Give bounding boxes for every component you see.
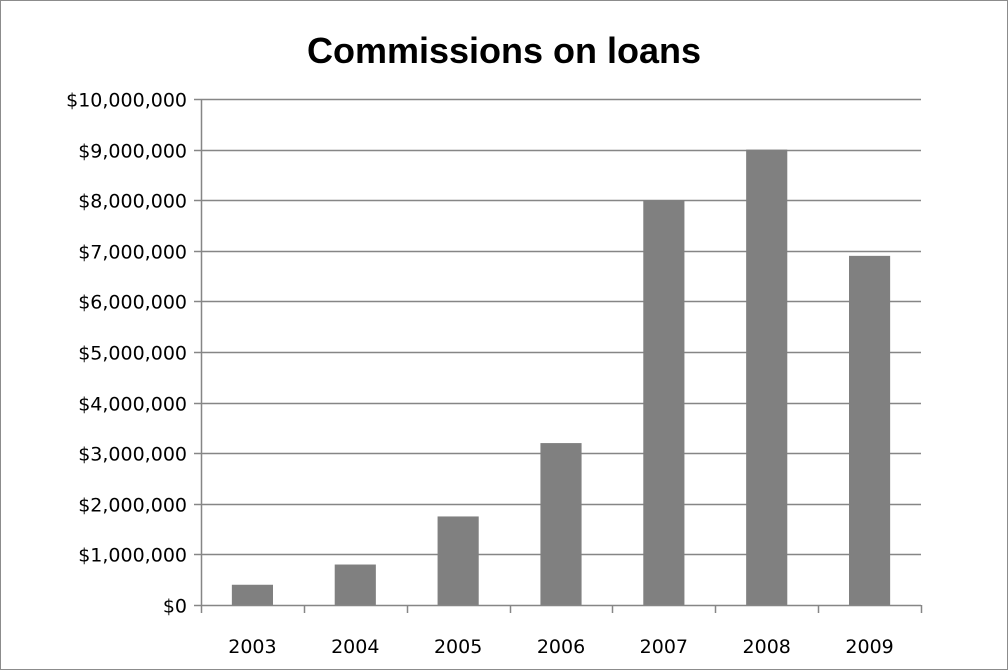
y-tick-label: $3,000,000 [78, 444, 187, 466]
bar-2009 [849, 255, 891, 606]
x-tick-label: 2009 [845, 636, 893, 658]
y-tick-label: $10,000,000 [66, 90, 187, 112]
x-tick-label: 2006 [537, 636, 585, 658]
x-tick-label: 2004 [331, 636, 379, 658]
y-tick-label: $1,000,000 [78, 545, 187, 567]
y-tick-label: $0 [163, 596, 187, 618]
y-tick-label: $6,000,000 [78, 292, 187, 314]
bar-2007 [643, 200, 685, 605]
y-tick-label: $5,000,000 [78, 343, 187, 365]
bar-2004 [334, 564, 376, 605]
bar-2003 [231, 584, 273, 605]
bar-2008 [746, 149, 788, 605]
bars [231, 149, 891, 606]
y-tick-label: $8,000,000 [78, 191, 187, 213]
x-tick-label: 2005 [434, 636, 482, 658]
y-tick-label: $2,000,000 [78, 495, 187, 517]
x-tick-label: 2008 [743, 636, 791, 658]
chart-title: Commissions on loans [306, 30, 702, 71]
x-tick-label: 2003 [228, 636, 276, 658]
y-tick-label: $9,000,000 [78, 141, 187, 163]
axes [194, 98, 923, 613]
tick-labels: $0 $1,000,000 $2,000,000 $3,000,000 $4,000,0… [66, 90, 894, 659]
bar-2006 [540, 443, 582, 605]
y-tick-label: $4,000,000 [78, 394, 187, 416]
bar-2005 [437, 516, 479, 605]
y-tick-label: $7,000,000 [78, 242, 187, 264]
x-tick-label: 2007 [640, 636, 688, 658]
